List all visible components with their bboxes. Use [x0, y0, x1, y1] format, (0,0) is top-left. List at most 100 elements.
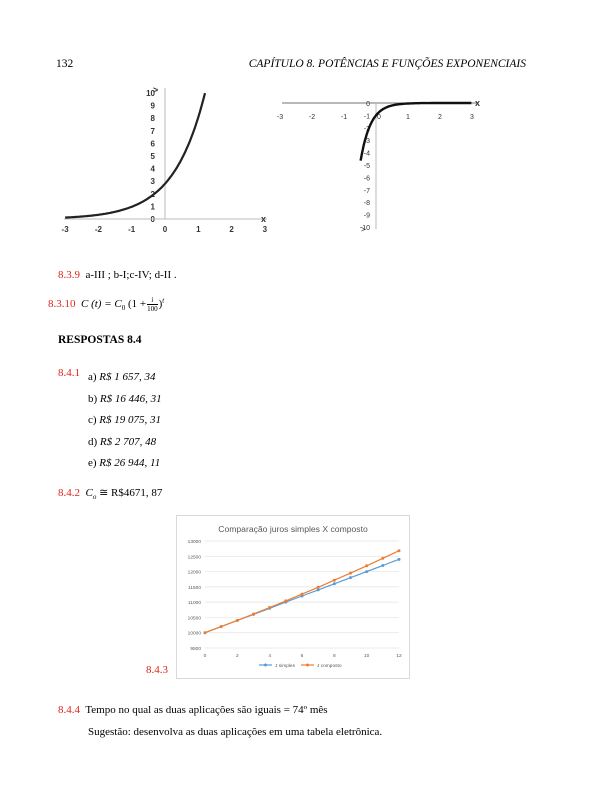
left-graph-x-ticks: -3 -2 -1 0 1 2 3 — [62, 225, 268, 234]
answer-e: e) R$ 26 944, 11 — [88, 457, 161, 469]
y-tick-label: 12500 — [188, 554, 202, 560]
series-line — [204, 550, 400, 634]
x-tick-label: 8 — [333, 653, 336, 659]
right-x-tick: -2 — [309, 114, 315, 121]
data-point — [316, 588, 320, 592]
data-point — [219, 625, 223, 629]
answer-c: c) R$ 19 075, 31 — [88, 414, 162, 426]
right-graph-x-ticks: -3 -2 -1 0 1 2 3 — [277, 114, 474, 121]
item-text: a-III ; b-I;c-IV; d-II . — [85, 269, 177, 281]
chart-gridlines — [205, 540, 399, 649]
legend-entry: J composto — [301, 663, 342, 669]
page-number: 132 — [56, 58, 74, 70]
series-j-composto — [203, 549, 401, 635]
data-point — [235, 618, 239, 622]
data-point — [316, 585, 320, 589]
data-point — [365, 570, 369, 574]
legend-marker — [306, 663, 309, 667]
data-point — [252, 612, 255, 616]
interest-chart-frame: Comparação juros simples X composto 9500… — [176, 515, 410, 679]
data-point — [397, 557, 401, 561]
right-y-arrow: > — [361, 225, 366, 234]
left-y-tick: 7 — [151, 127, 156, 136]
chart-x-ticks: 0 2 4 6 8 10 12 — [204, 653, 402, 659]
chapter-title: CAPÍTULO 8. POTÊNCIAS E FUNÇÕES EXPONENC… — [248, 58, 526, 70]
right-x-tick: -3 — [277, 114, 283, 121]
y-tick-label: 9500 — [190, 646, 201, 652]
formula-lhs: C (t) = C — [81, 298, 122, 311]
data-point — [268, 606, 272, 610]
y-tick-label: 11000 — [188, 600, 201, 606]
item-8310: 8.3.10 C (t) = C0 (1 + i 100)t — [48, 296, 165, 313]
left-x-tick: -1 — [128, 225, 136, 234]
decay-curve — [359, 101, 472, 161]
x-tick-label: 6 — [301, 653, 304, 659]
series-j-simples — [203, 557, 401, 635]
item-839: 8.3.9 a-III ; b-I;c-IV; d-II . — [58, 269, 177, 281]
legend-label: J simples — [275, 663, 296, 669]
right-x-tick: -1 — [341, 114, 347, 121]
left-y-arrow: > — [153, 85, 158, 95]
right-x-tick: 3 — [470, 114, 474, 121]
chart-y-ticks: 9500 10000 10500 11000 11500 12000 12500 13000 — [188, 539, 202, 652]
left-y-tick: 3 — [151, 177, 156, 186]
item-number: 8.3.10 — [48, 298, 76, 311]
right-y-tick: -8 — [364, 200, 370, 207]
item-842: 8.4.2 Co ≅ R$4671, 87 — [58, 487, 163, 502]
item-844-suggestion: Sugestão: desenvolva as duas aplicações … — [88, 726, 383, 738]
left-x-tick: 2 — [229, 225, 234, 234]
right-y-tick: -10 — [360, 225, 370, 232]
left-y-tick: 9 — [151, 102, 156, 111]
data-point — [381, 556, 385, 560]
x-tick-label: 0 — [204, 653, 207, 659]
data-point — [349, 571, 352, 575]
right-y-tick: -1 — [364, 113, 370, 120]
legend-marker — [264, 663, 267, 667]
right-y-tick: -9 — [364, 213, 370, 220]
item-number: 8.4.2 — [58, 487, 80, 499]
exp-negative-graph: -3 -2 -1 0 1 2 3 0-1-2-3-4-5-6-7-8-9-10 x > — [277, 98, 480, 234]
data-point — [300, 592, 304, 596]
item-text: Tempo no qual as duas aplicações são igu… — [85, 704, 328, 716]
item-number: 8.3.9 — [58, 269, 80, 281]
x-tick-label: 12 — [396, 653, 402, 659]
y-tick-label: 11500 — [188, 585, 201, 591]
legend-entry: J simples — [259, 663, 296, 669]
chart-legend: J simples J composto — [259, 663, 342, 669]
answer-b: b) R$ 16 446, 31 — [88, 392, 162, 405]
answer-a: a) R$ 1 657, 34 — [88, 371, 156, 383]
item-number: 8.4.4 — [58, 704, 80, 716]
right-y-tick: -4 — [364, 151, 370, 158]
right-graph-y-ticks: 0 -1 -2 -3 -4 -5 -6 -7 -8 -9 -10 — [360, 101, 370, 232]
item-number: 8.4.1 — [58, 367, 80, 379]
item-841: 8.4.1 — [58, 367, 80, 379]
growth-curve — [65, 92, 207, 219]
right-y-tick: -5 — [364, 163, 370, 170]
item-843-number: 8.4.3 — [146, 664, 168, 676]
left-y-tick: 4 — [151, 165, 156, 174]
right-y-tick: -6 — [364, 175, 370, 182]
chart-series — [203, 549, 401, 635]
chart-title: Comparação juros simples X composto — [218, 524, 368, 534]
fraction: i 100 — [147, 296, 158, 313]
answers-list: a) R$ 1 657, 34 b) R$ 16 446, 31 c) R$ 1… — [88, 367, 162, 475]
left-x-tick: -3 — [62, 225, 70, 234]
answer-d: d) R$ 2 707, 48 — [88, 435, 157, 448]
left-y-tick: 8 — [151, 114, 156, 123]
y-tick-label: 10500 — [188, 615, 202, 621]
right-x-tick: 0 — [377, 114, 381, 121]
left-y-tick: 5 — [151, 152, 156, 161]
x-tick-label: 2 — [236, 653, 239, 659]
left-x-tick: 1 — [196, 225, 201, 234]
left-x-tick: 3 — [263, 225, 268, 234]
data-point — [381, 563, 385, 567]
x-tick-label: 10 — [364, 653, 370, 659]
data-point — [349, 576, 352, 580]
left-x-tick: 0 — [163, 225, 168, 234]
legend-label: J composto — [317, 663, 342, 669]
left-x-tick: -2 — [95, 225, 103, 234]
data-point — [332, 578, 336, 582]
right-x-tick: 2 — [438, 114, 442, 121]
exp-growth-graph: -3 -2 -1 0 1 2 3 0 1 2 3 4 5 6 7 8 9 10 x > — [62, 85, 268, 234]
right-x-axis-label: x — [475, 98, 480, 108]
